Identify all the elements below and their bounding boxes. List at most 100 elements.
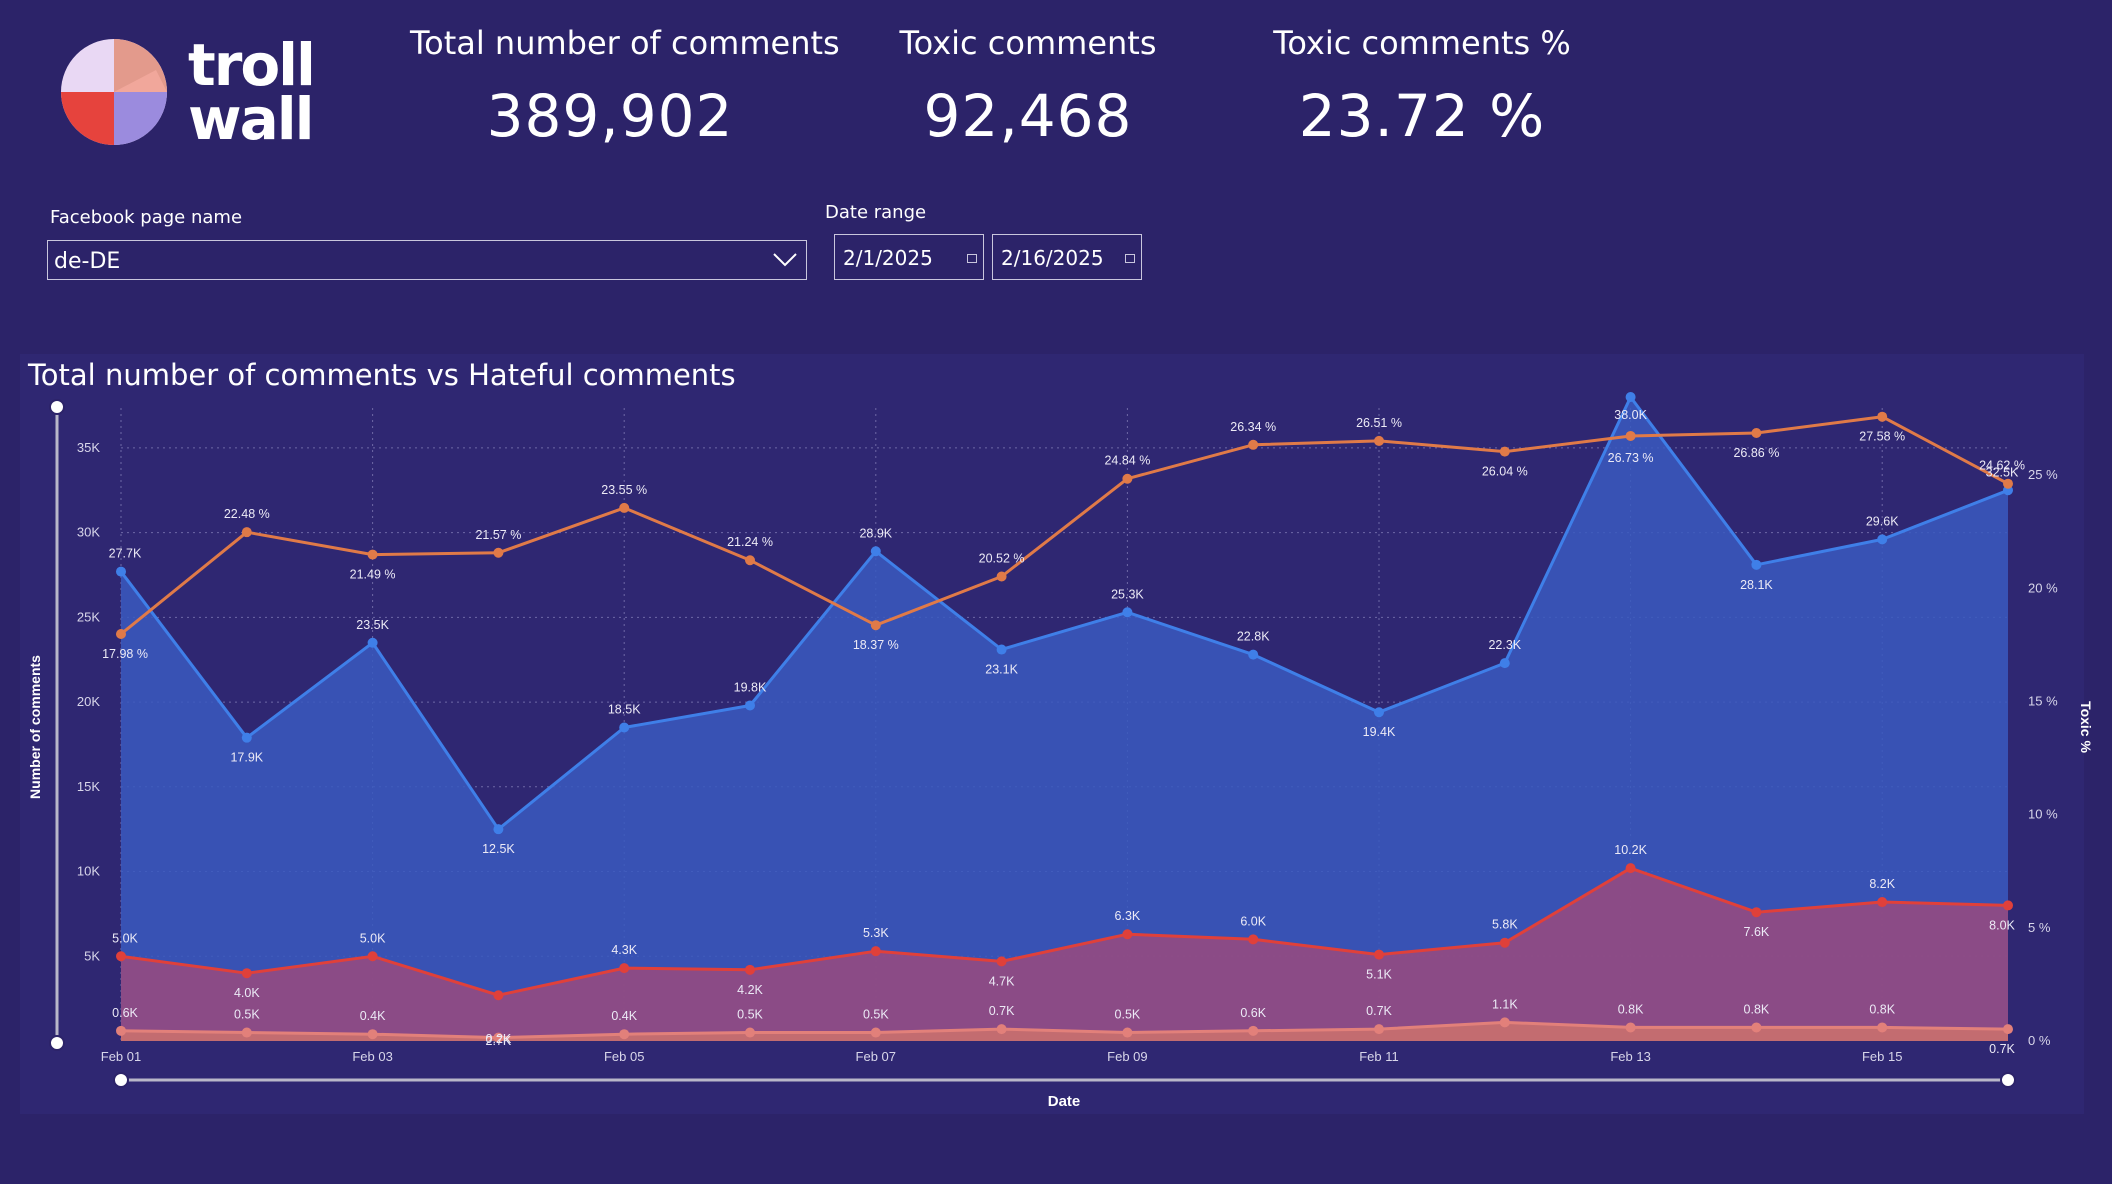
data-point-toxic bbox=[1751, 907, 1762, 918]
data-point-hateful bbox=[870, 1027, 881, 1038]
series-line-toxic_pct bbox=[120, 415, 2009, 636]
data-point-hateful bbox=[1499, 1017, 1510, 1028]
data-label-hateful: 0.5K bbox=[234, 1008, 260, 1022]
data-point-hateful bbox=[1122, 1027, 1133, 1038]
data-label-hateful: 0.4K bbox=[360, 1009, 386, 1023]
y2-tick-label: 20 % bbox=[2028, 580, 2058, 595]
date-start-input[interactable]: 2/1/2025 bbox=[834, 234, 984, 280]
data-label-toxic_pct: 26.86 % bbox=[1733, 446, 1779, 460]
trollwall-logo: troll wall bbox=[58, 34, 348, 154]
data-point-toxic bbox=[745, 964, 755, 975]
data-label-hateful: 0.6K bbox=[1240, 1006, 1266, 1020]
kpi-title: Toxic comments % bbox=[1273, 24, 1571, 62]
data-point-toxic_pct bbox=[745, 555, 755, 566]
data-label-total: 28.9K bbox=[859, 526, 892, 540]
data-point-hateful bbox=[745, 1027, 755, 1038]
y2-tick-label: 0 % bbox=[2028, 1033, 2051, 1048]
data-label-total: 38.0K bbox=[1614, 408, 1647, 422]
data-label-toxic_pct: 21.57 % bbox=[475, 528, 521, 542]
data-point-toxic_pct bbox=[1122, 473, 1133, 484]
data-label-total: 23.1K bbox=[985, 663, 1018, 677]
data-label-total: 22.8K bbox=[1237, 630, 1270, 644]
series-line-total bbox=[119, 395, 2009, 831]
vertical-slider-handle-top[interactable] bbox=[49, 399, 65, 415]
y-tick-label: 15K bbox=[77, 779, 100, 794]
data-label-toxic_pct: 21.49 % bbox=[350, 568, 396, 582]
x-axis-title: Date bbox=[1048, 1093, 1081, 1110]
data-point-toxic_pct bbox=[367, 549, 378, 560]
data-point-toxic_pct bbox=[1751, 428, 1762, 439]
data-point-toxic bbox=[1248, 934, 1259, 945]
data-label-total: 17.9K bbox=[230, 751, 263, 765]
data-point-total bbox=[1625, 392, 1636, 403]
data-label-hateful: 0.7K bbox=[989, 1004, 1015, 1018]
data-point-toxic bbox=[996, 956, 1007, 967]
series-area-toxic bbox=[121, 868, 2008, 1041]
data-label-toxic: 4.0K bbox=[234, 986, 260, 1000]
data-label-toxic_pct: 24.84 % bbox=[1104, 454, 1150, 468]
data-point-total bbox=[1499, 658, 1510, 669]
horizontal-slider-handle-right[interactable] bbox=[2000, 1072, 2016, 1088]
data-point-toxic_pct bbox=[619, 502, 630, 513]
kpi-toxic-percent: Toxic comments % 23.72 % bbox=[1262, 24, 1582, 150]
data-point-toxic bbox=[2003, 900, 2013, 911]
data-label-hateful: 0.8K bbox=[1744, 1002, 1770, 1016]
data-label-hateful: 0.4K bbox=[611, 1009, 637, 1023]
data-label-toxic: 4.7K bbox=[989, 974, 1015, 988]
data-point-hateful bbox=[1751, 1022, 1762, 1033]
data-point-hateful bbox=[116, 1025, 126, 1036]
data-label-total: 25.3K bbox=[1111, 587, 1144, 601]
data-point-total bbox=[241, 732, 252, 743]
y-tick-label: 35K bbox=[77, 440, 100, 455]
data-point-hateful bbox=[1248, 1025, 1259, 1036]
x-tick-label: Feb 03 bbox=[352, 1049, 392, 1064]
y2-axis-title: Toxic % bbox=[2078, 701, 2094, 753]
x-tick-label: Feb 11 bbox=[1359, 1049, 1399, 1064]
data-point-total bbox=[619, 722, 630, 733]
data-point-hateful bbox=[1877, 1022, 1888, 1033]
data-point-toxic bbox=[1499, 937, 1510, 948]
data-point-hateful bbox=[2003, 1024, 2013, 1035]
y2-tick-label: 10 % bbox=[2028, 807, 2058, 822]
data-label-total: 32.5K bbox=[1986, 465, 2019, 479]
data-point-hateful bbox=[619, 1029, 630, 1040]
data-point-toxic_pct bbox=[493, 547, 504, 558]
calendar-icon[interactable] bbox=[1125, 254, 1135, 263]
data-label-toxic: 5.8K bbox=[1492, 918, 1518, 932]
page-name-dropdown[interactable]: de-DE bbox=[47, 240, 807, 280]
date-range-label: Date range bbox=[825, 202, 927, 223]
y2-tick-label: 5 % bbox=[2028, 920, 2051, 935]
y-tick-label: 10K bbox=[77, 864, 100, 879]
series-line-toxic bbox=[120, 866, 2009, 997]
data-label-toxic: 8.0K bbox=[1989, 918, 2015, 932]
calendar-icon[interactable] bbox=[967, 254, 977, 263]
x-tick-label: Feb 13 bbox=[1610, 1049, 1650, 1064]
y2-tick-label: 15 % bbox=[2028, 693, 2058, 708]
data-label-hateful: 0.5K bbox=[1115, 1008, 1141, 1022]
horizontal-slider-handle-left[interactable] bbox=[113, 1072, 129, 1088]
data-label-toxic: 4.3K bbox=[611, 943, 637, 957]
data-label-toxic: 5.0K bbox=[112, 931, 138, 945]
kpi-title: Total number of comments bbox=[410, 24, 840, 62]
kpi-value: 23.72 % bbox=[1298, 82, 1546, 150]
data-label-toxic: 10.2K bbox=[1614, 843, 1647, 857]
data-label-hateful: 0.7K bbox=[1989, 1042, 2015, 1056]
data-label-toxic: 5.3K bbox=[863, 926, 889, 940]
data-label-total: 19.8K bbox=[734, 680, 767, 694]
data-point-toxic_pct bbox=[116, 629, 126, 640]
data-point-toxic bbox=[367, 951, 378, 962]
date-end-input[interactable]: 2/16/2025 bbox=[992, 234, 1142, 280]
page-name-label: Facebook page name bbox=[50, 207, 243, 228]
data-point-total bbox=[996, 644, 1007, 655]
page-name-value: de-DE bbox=[54, 249, 121, 274]
data-label-toxic_pct: 18.37 % bbox=[853, 638, 899, 652]
data-point-toxic_pct bbox=[1374, 435, 1384, 446]
data-point-hateful bbox=[996, 1024, 1007, 1035]
data-point-hateful bbox=[493, 1032, 504, 1043]
data-point-toxic bbox=[116, 951, 126, 962]
data-point-toxic bbox=[619, 963, 630, 974]
data-label-toxic: 6.3K bbox=[1115, 909, 1141, 923]
data-point-total bbox=[870, 546, 881, 557]
data-point-total bbox=[1122, 607, 1133, 618]
vertical-slider-handle-bottom[interactable] bbox=[49, 1035, 65, 1051]
